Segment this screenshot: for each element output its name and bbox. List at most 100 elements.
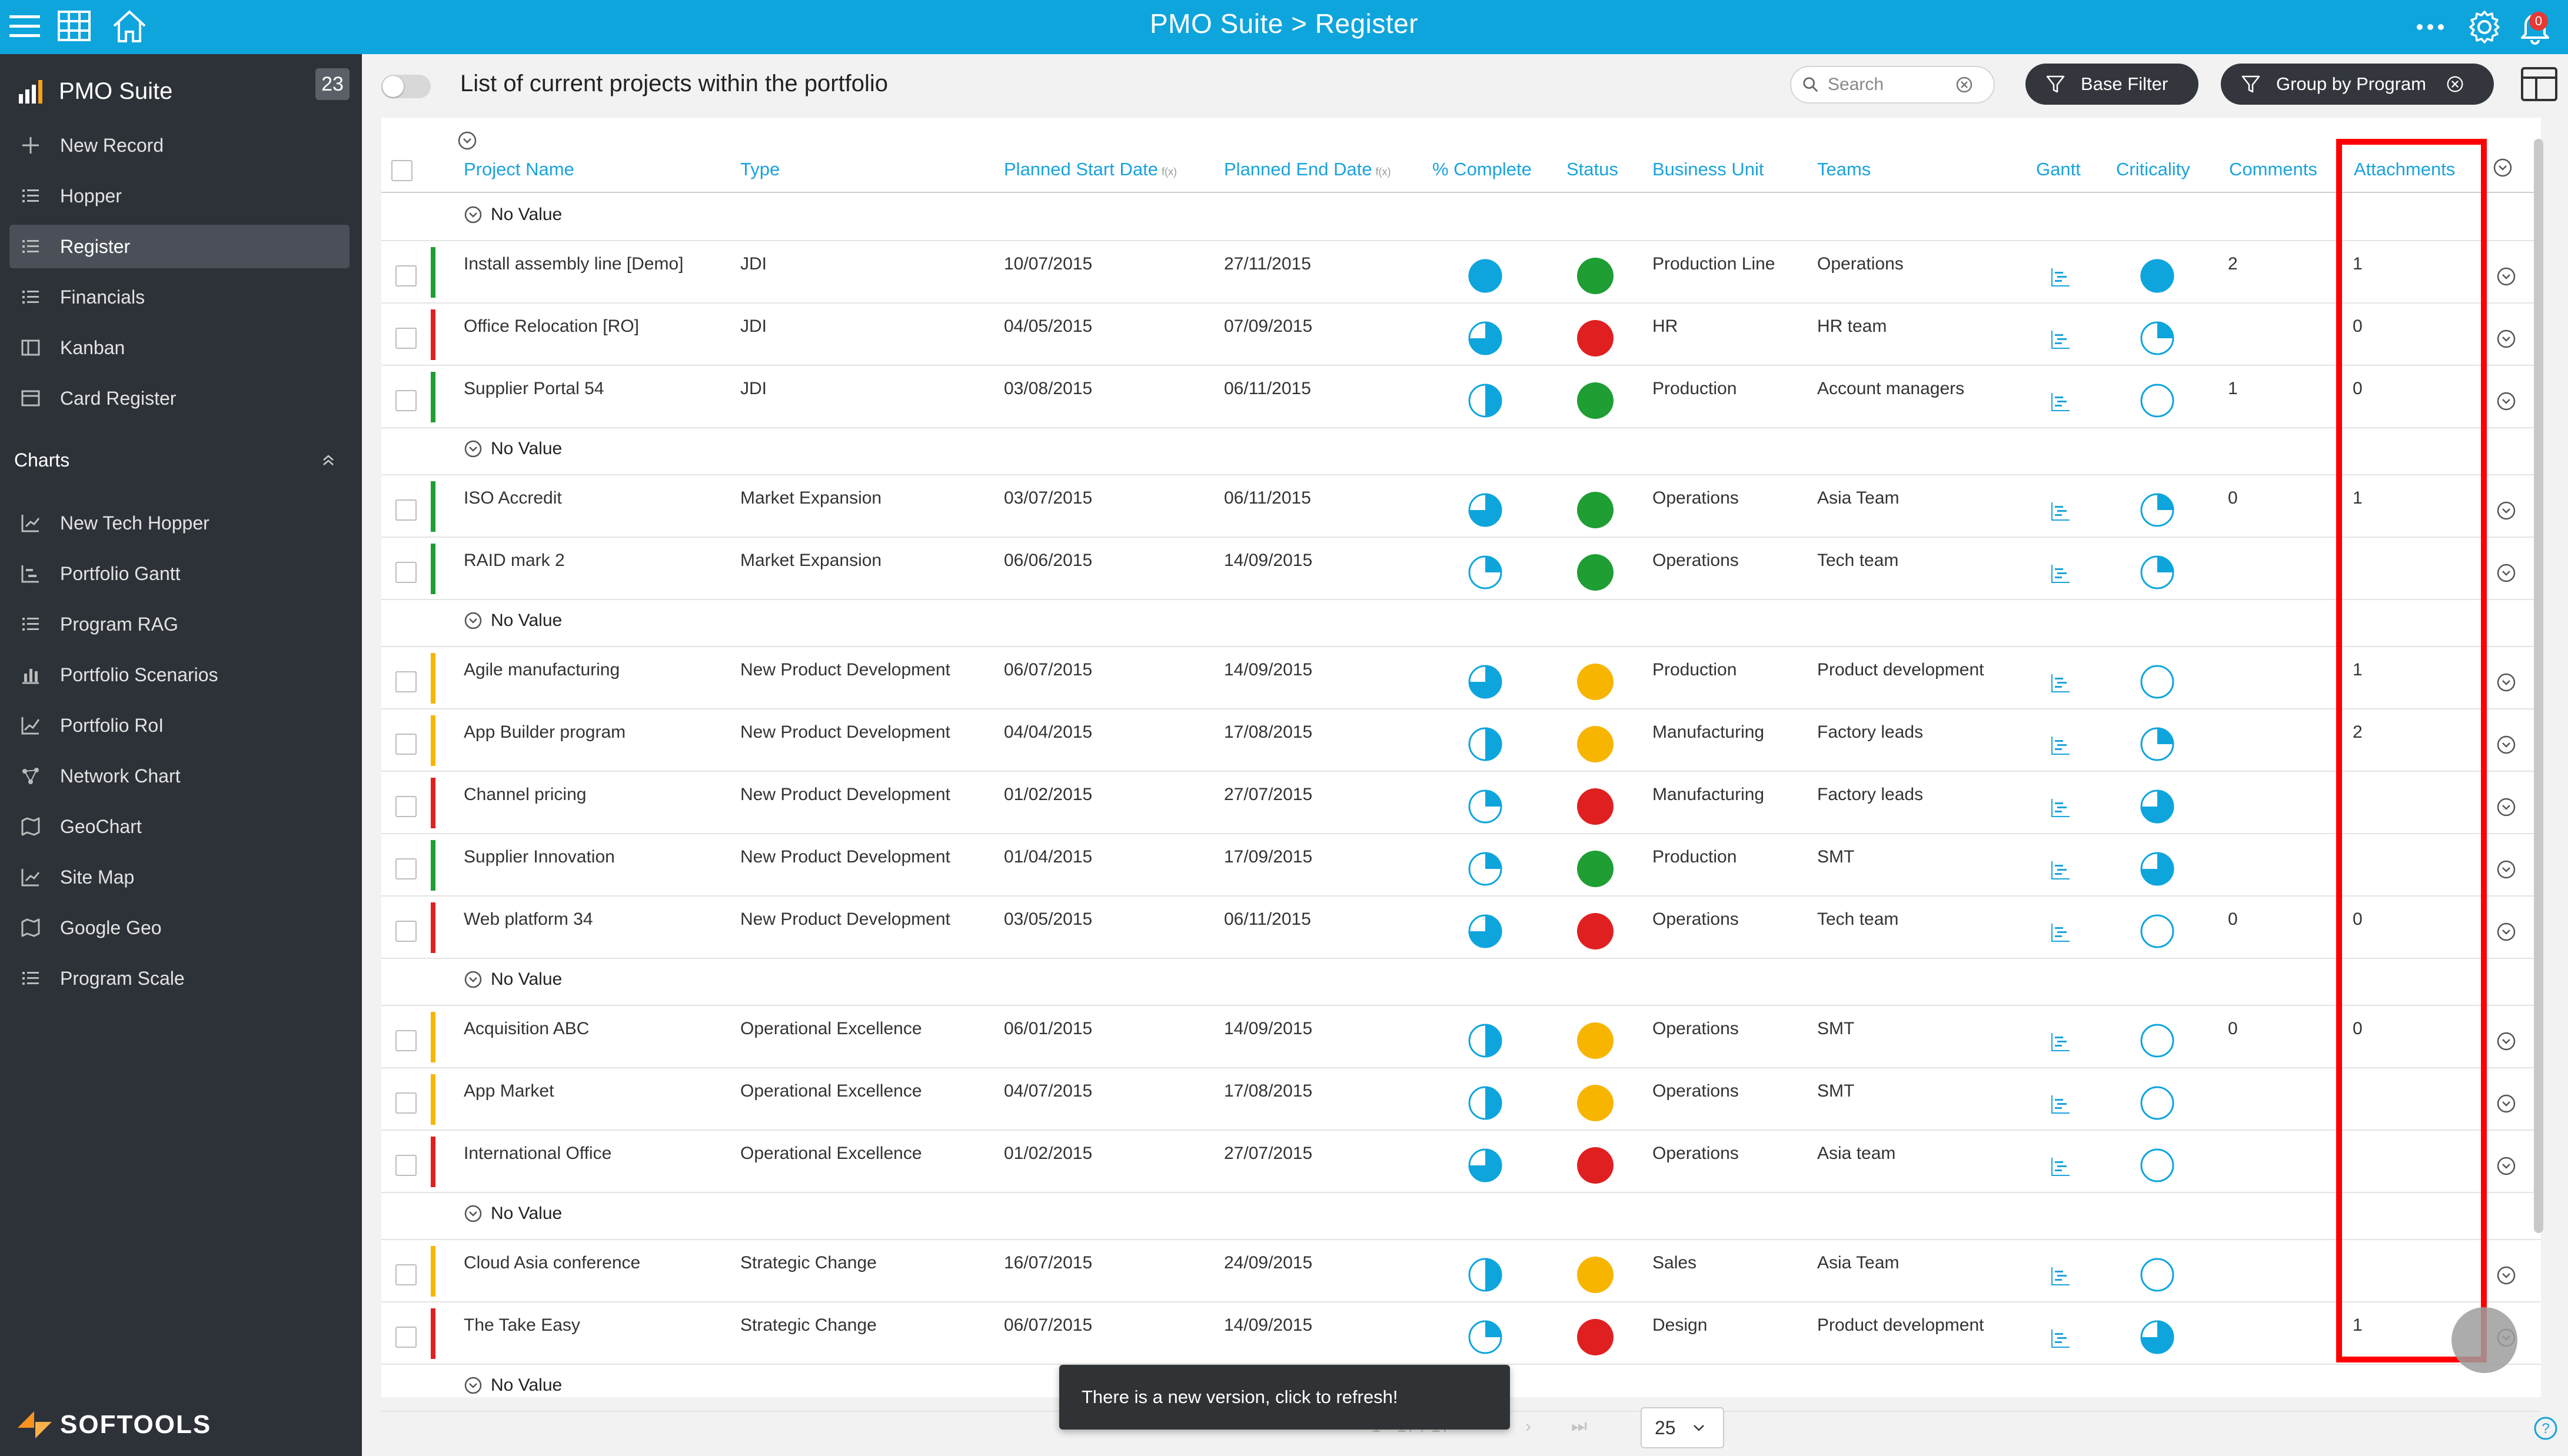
- sidebar-item-hopper[interactable]: Hopper: [9, 174, 350, 218]
- group-header[interactable]: No Value: [464, 1204, 562, 1224]
- search-input[interactable]: [1828, 75, 1951, 95]
- sidebar-item-card-register[interactable]: Card Register: [9, 377, 350, 420]
- row-checkbox[interactable]: [395, 1264, 417, 1285]
- group-header[interactable]: No Value: [464, 439, 562, 459]
- table-row[interactable]: [381, 1301, 2535, 1364]
- col-teams[interactable]: Teams: [1817, 159, 1871, 179]
- sidebar-item-geochart[interactable]: GeoChart: [9, 805, 350, 848]
- col-business-unit[interactable]: Business Unit: [1652, 159, 1764, 179]
- next-page-icon[interactable]: ›: [1525, 1417, 1531, 1436]
- row-checkbox[interactable]: [395, 499, 417, 521]
- row-checkbox[interactable]: [395, 734, 417, 755]
- table-row[interactable]: [381, 537, 2535, 599]
- table-row[interactable]: [381, 1239, 2535, 1301]
- hamburger-menu-icon[interactable]: [6, 7, 44, 45]
- row-checkbox[interactable]: [395, 921, 417, 942]
- sidebar-item-kanban[interactable]: Kanban: [9, 326, 350, 369]
- row-options-icon[interactable]: [2496, 266, 2516, 286]
- table-row[interactable]: [381, 474, 2535, 537]
- gantt-icon[interactable]: [2050, 329, 2071, 350]
- row-options-icon[interactable]: [2496, 329, 2516, 349]
- row-checkbox[interactable]: [395, 1327, 417, 1348]
- gantt-icon[interactable]: [2050, 1265, 2071, 1287]
- sidebar-item-new-record[interactable]: New Record: [9, 124, 350, 167]
- group-by-program-button[interactable]: Group by Program: [2221, 64, 2494, 105]
- charts-section-header[interactable]: Charts: [14, 442, 350, 478]
- table-row[interactable]: [381, 1067, 2535, 1130]
- gantt-icon[interactable]: [2050, 391, 2071, 412]
- sidebar-item-financials[interactable]: Financials: [9, 275, 350, 319]
- chevron-up-icon[interactable]: [319, 451, 338, 469]
- notifications-bell-icon[interactable]: 0: [2516, 7, 2554, 45]
- clear-search-icon[interactable]: [1955, 75, 1974, 94]
- floating-action-button[interactable]: [2451, 1307, 2517, 1373]
- row-options-icon[interactable]: [2496, 672, 2516, 692]
- row-checkbox[interactable]: [395, 1092, 417, 1114]
- home-icon[interactable]: [111, 7, 148, 45]
- sidebar-item-portfolio-scenarios[interactable]: Portfolio Scenarios: [9, 653, 350, 697]
- table-row[interactable]: [381, 240, 2535, 302]
- group-header[interactable]: No Value: [464, 1375, 562, 1395]
- sidebar-item-new-tech-hopper[interactable]: New Tech Hopper: [9, 501, 350, 545]
- row-checkbox[interactable]: [395, 796, 417, 817]
- gantt-icon[interactable]: [2050, 922, 2071, 943]
- col-planned-start[interactable]: Planned Start Date f(x): [1004, 159, 1177, 180]
- new-version-toast[interactable]: There is a new version, click to refresh…: [1059, 1365, 1510, 1430]
- group-header[interactable]: No Value: [464, 611, 562, 631]
- sidebar-item-network-chart[interactable]: Network Chart: [9, 754, 350, 798]
- col-comments[interactable]: Comments: [2229, 159, 2317, 179]
- row-checkbox[interactable]: [395, 390, 417, 411]
- group-header[interactable]: No Value: [464, 969, 562, 989]
- apps-grid-icon[interactable]: [55, 7, 93, 45]
- clear-grouping-icon[interactable]: [2446, 75, 2464, 93]
- table-row[interactable]: [381, 646, 2535, 708]
- gantt-icon[interactable]: [2050, 1328, 2071, 1349]
- more-options-icon[interactable]: [2411, 7, 2449, 45]
- search-box[interactable]: [1790, 66, 1995, 104]
- collapse-all-icon[interactable]: [457, 131, 477, 151]
- row-options-icon[interactable]: [2496, 1031, 2516, 1051]
- collapse-group-icon[interactable]: [464, 970, 483, 989]
- sidebar-item-google-geo[interactable]: Google Geo: [9, 906, 350, 949]
- gantt-icon[interactable]: [2050, 797, 2071, 818]
- row-options-icon[interactable]: [2496, 797, 2516, 817]
- sidebar-item-portfolio-roi[interactable]: Portfolio RoI: [9, 704, 350, 747]
- table-row[interactable]: [381, 708, 2535, 771]
- gantt-icon[interactable]: [2050, 501, 2071, 522]
- table-row[interactable]: [381, 833, 2535, 895]
- col-attachments[interactable]: Attachments: [2354, 159, 2456, 179]
- gantt-icon[interactable]: [2050, 563, 2071, 584]
- col-planned-end[interactable]: Planned End Date f(x): [1224, 159, 1391, 180]
- last-page-icon[interactable]: ⏭: [1571, 1417, 1587, 1436]
- row-options-icon[interactable]: [2496, 391, 2516, 411]
- row-checkbox[interactable]: [395, 1155, 417, 1176]
- base-filter-button[interactable]: Base Filter: [2025, 64, 2198, 105]
- gantt-icon[interactable]: [2050, 1031, 2071, 1052]
- col-status[interactable]: Status: [1566, 159, 1618, 179]
- view-toggle-switch[interactable]: [381, 75, 431, 98]
- row-options-icon[interactable]: [2496, 922, 2516, 942]
- row-checkbox[interactable]: [395, 671, 417, 692]
- col-complete[interactable]: % Complete: [1432, 159, 1532, 179]
- gantt-icon[interactable]: [2050, 672, 2071, 694]
- help-icon[interactable]: ?: [2533, 1415, 2559, 1441]
- collapse-group-icon[interactable]: [464, 1376, 483, 1395]
- gantt-icon[interactable]: [2050, 1156, 2071, 1177]
- vertical-scrollbar[interactable]: [2534, 139, 2543, 1233]
- sidebar-item-register[interactable]: Register: [9, 225, 350, 268]
- collapse-group-icon[interactable]: [464, 1204, 483, 1223]
- col-type[interactable]: Type: [740, 159, 780, 179]
- sidebar-item-program-scale[interactable]: Program Scale: [9, 957, 350, 1000]
- table-row[interactable]: [381, 895, 2535, 958]
- collapse-group-icon[interactable]: [464, 611, 483, 630]
- sidebar-item-program-rag[interactable]: Program RAG: [9, 602, 350, 646]
- table-row[interactable]: [381, 365, 2535, 427]
- col-gantt[interactable]: Gantt: [2036, 159, 2081, 179]
- col-criticality[interactable]: Criticality: [2116, 159, 2190, 179]
- row-checkbox[interactable]: [395, 265, 417, 286]
- row-options-icon[interactable]: [2496, 563, 2516, 583]
- gantt-icon[interactable]: [2050, 266, 2071, 288]
- row-options-icon[interactable]: [2496, 1156, 2516, 1176]
- gantt-icon[interactable]: [2050, 859, 2071, 881]
- row-options-icon[interactable]: [2496, 1265, 2516, 1285]
